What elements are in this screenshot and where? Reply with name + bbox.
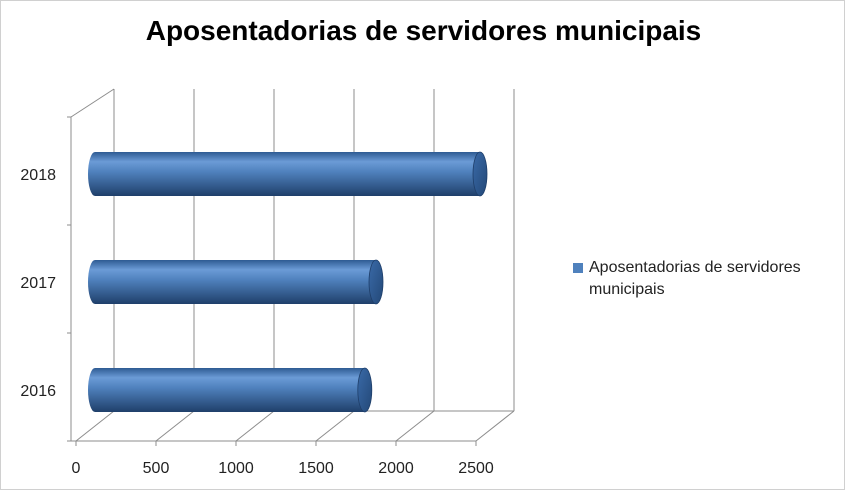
legend-swatch bbox=[573, 263, 583, 273]
x-tick-label: 500 bbox=[143, 460, 170, 477]
bar bbox=[88, 259, 384, 305]
floor-gridline bbox=[315, 410, 355, 442]
bar-end-cap bbox=[472, 151, 488, 197]
bar-body bbox=[88, 260, 383, 304]
bar bbox=[88, 151, 488, 197]
y-tick-label: 2018 bbox=[20, 167, 56, 184]
bar bbox=[88, 367, 373, 413]
y-axis-depth-line bbox=[70, 88, 115, 118]
x-tick-label: 1000 bbox=[218, 460, 254, 477]
legend-label: Aposentadorias de servidores municipais bbox=[589, 259, 801, 298]
y-tick-label: 2016 bbox=[20, 383, 56, 400]
x-tick-label: 1500 bbox=[298, 460, 334, 477]
x-tick-label: 2000 bbox=[378, 460, 414, 477]
bar-body bbox=[88, 152, 487, 196]
floor-gridline bbox=[155, 410, 195, 442]
floor-gridline bbox=[475, 410, 515, 442]
floor-gridline bbox=[235, 410, 275, 442]
chart-title: Aposentadorias de servidores municipais bbox=[145, 15, 702, 46]
x-tick-label: 0 bbox=[72, 460, 81, 477]
floor-gridline bbox=[395, 410, 435, 442]
floor-gridline bbox=[75, 410, 115, 442]
bar-body bbox=[88, 368, 372, 412]
x-tick-label: 2500 bbox=[458, 460, 494, 477]
bar-end-cap bbox=[368, 259, 384, 305]
y-tick-label: 2017 bbox=[20, 275, 56, 292]
chart-legend: Aposentadorias de servidores municipais bbox=[573, 257, 838, 301]
bar-end-cap bbox=[357, 367, 373, 413]
